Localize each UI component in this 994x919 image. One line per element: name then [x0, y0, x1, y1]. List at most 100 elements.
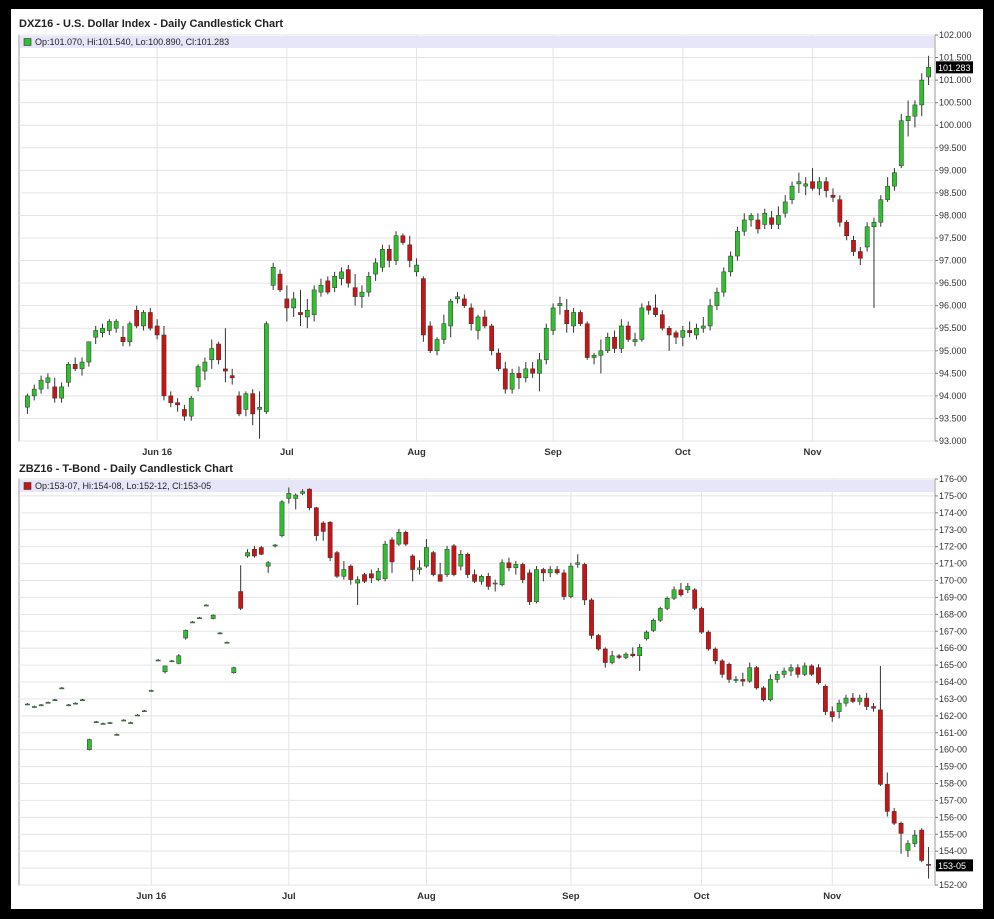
- candle: [300, 489, 305, 496]
- candle: [107, 721, 113, 724]
- candle-body: [86, 341, 92, 363]
- candle: [926, 55, 931, 86]
- candle: [810, 168, 815, 191]
- candle-body: [810, 181, 815, 189]
- legend-swatch: [23, 38, 32, 46]
- candle-body: [458, 554, 464, 567]
- candle-body: [776, 215, 781, 225]
- candle: [850, 692, 856, 704]
- chart-panel-zbz16: 152-00153-00154-00155-00156-00157-00158-…: [18, 474, 973, 902]
- candle-body: [393, 235, 399, 261]
- candle-body: [582, 564, 588, 601]
- candle: [410, 554, 416, 582]
- candle: [38, 375, 44, 394]
- candle: [609, 650, 615, 665]
- chart-title-dxz16: DXZ16 - U.S. Dollar Index - Daily Candle…: [19, 18, 283, 30]
- y-tick-label: 152-00: [939, 880, 967, 890]
- candle: [651, 618, 656, 633]
- candle-body: [161, 334, 167, 397]
- candle-body: [455, 296, 460, 300]
- candle-body: [685, 586, 691, 591]
- candle-body: [912, 104, 918, 117]
- candle: [857, 247, 863, 266]
- y-tick-label: 155-00: [939, 829, 967, 839]
- ohlc-info-bar: [20, 36, 934, 48]
- candle-body: [243, 393, 249, 410]
- candle-body: [755, 219, 761, 230]
- candle: [304, 298, 310, 329]
- candle-body: [93, 721, 99, 724]
- candle-body: [485, 576, 491, 587]
- candle-body: [407, 244, 413, 261]
- candle-body: [231, 667, 237, 673]
- candle-body: [368, 573, 374, 579]
- candle-body: [31, 706, 37, 708]
- candle: [534, 566, 539, 604]
- candle-body: [169, 660, 175, 663]
- candle: [334, 550, 340, 578]
- candle: [721, 267, 727, 297]
- candle-body: [919, 829, 925, 861]
- candle-body: [380, 249, 385, 268]
- candle: [134, 305, 140, 329]
- candle: [547, 566, 553, 578]
- candle: [400, 233, 406, 245]
- candle: [851, 235, 856, 257]
- candle-body: [864, 697, 870, 707]
- candle-body: [851, 240, 856, 252]
- candle: [231, 666, 237, 674]
- candle: [31, 705, 37, 708]
- candle: [127, 321, 133, 347]
- candle: [762, 208, 768, 229]
- candle-body: [300, 491, 305, 494]
- candle: [258, 545, 264, 556]
- candle-body: [121, 719, 127, 722]
- candle-body: [644, 631, 649, 640]
- candle: [692, 588, 698, 611]
- last-price-box: [936, 859, 973, 872]
- candle: [489, 323, 495, 356]
- candle-body: [304, 309, 310, 318]
- y-tick-label: 161-00: [939, 728, 967, 738]
- candle: [754, 665, 759, 690]
- ohlc-info-text: Op:101.070, Hi:101.540, Lo:100.890, Cl:1…: [35, 37, 229, 47]
- candle-body: [475, 316, 481, 331]
- x-tick-label: Nov: [804, 447, 823, 458]
- candle-body: [210, 614, 216, 619]
- candle: [100, 722, 106, 725]
- candle-body: [673, 332, 679, 338]
- candle-body: [871, 706, 876, 709]
- candle-body: [664, 598, 670, 609]
- candle: [298, 289, 303, 326]
- candle-body: [135, 714, 140, 717]
- candle: [210, 614, 216, 620]
- candle: [245, 549, 250, 558]
- candle: [878, 195, 884, 227]
- y-tick-label: 173-00: [939, 525, 967, 535]
- candle-body: [602, 648, 608, 663]
- candle-body: [666, 327, 672, 336]
- candle: [816, 177, 822, 196]
- y-tick-label: 165-00: [939, 660, 967, 670]
- candle: [341, 561, 347, 580]
- candle: [774, 671, 780, 683]
- candle-body: [197, 617, 202, 619]
- candle: [475, 314, 481, 340]
- candle-body: [616, 655, 622, 658]
- candle-body: [127, 323, 133, 343]
- candle-body: [796, 181, 802, 185]
- candle: [437, 562, 443, 582]
- candle: [59, 382, 64, 403]
- candle-body: [396, 532, 402, 545]
- candle: [527, 569, 532, 606]
- candle-body: [414, 264, 419, 273]
- candle-body: [547, 569, 553, 574]
- candle-body: [291, 298, 297, 309]
- candle-body: [284, 298, 290, 309]
- candle-body: [25, 395, 30, 408]
- candle: [871, 703, 876, 712]
- candle: [263, 321, 269, 414]
- candle-body: [769, 217, 774, 225]
- candle-body: [788, 667, 794, 672]
